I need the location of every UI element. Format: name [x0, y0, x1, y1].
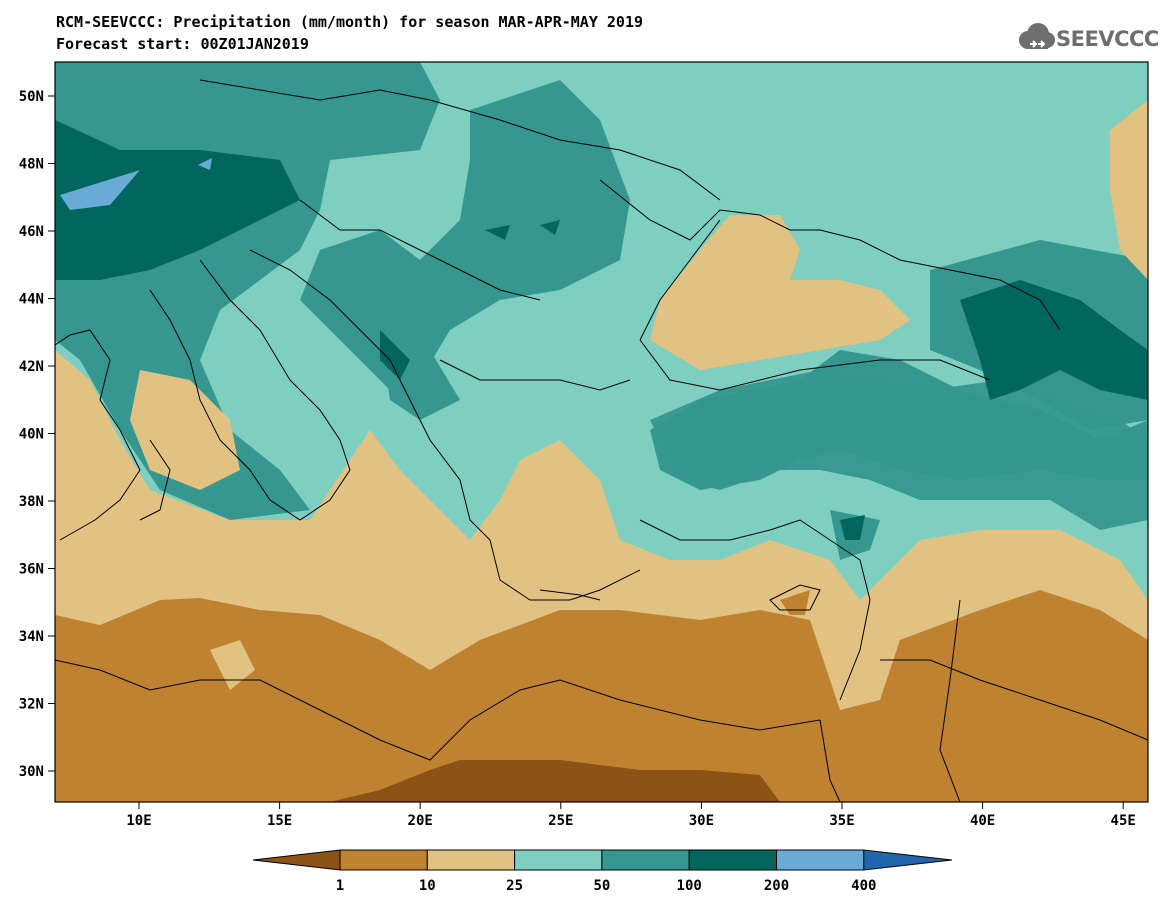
lat-label: 46N — [19, 224, 44, 240]
colorbar-tick-label: 400 — [851, 878, 876, 894]
colorbar-tick-label: 1 — [336, 878, 344, 894]
colorbar-segment — [863, 849, 953, 871]
colorbar-segment — [426, 849, 516, 871]
lon-label: 15E — [267, 813, 292, 829]
lon-label: 20E — [408, 813, 433, 829]
lon-label: 35E — [829, 813, 854, 829]
lat-label: 38N — [19, 494, 44, 510]
forecast-start-subtitle: Forecast start: 00Z01JAN2019 — [56, 35, 309, 53]
lat-label: 34N — [19, 629, 44, 645]
lat-label: 32N — [19, 697, 44, 713]
lat-label: 40N — [19, 427, 44, 443]
lat-label: 50N — [19, 89, 44, 105]
colorbar-tick-label: 10 — [419, 878, 436, 894]
seevccc-logo: SEEVCCC — [1016, 20, 1159, 56]
lat-label: 30N — [19, 764, 44, 780]
lat-label: 36N — [19, 562, 44, 578]
colorbar-tick-label: 200 — [764, 878, 789, 894]
lon-label: 10E — [126, 813, 151, 829]
lon-label: 45E — [1111, 813, 1136, 829]
latitude-axis: 50N 48N 46N 44N 42N 40N 38N 36N 34N 32N 30N — [19, 89, 55, 780]
lon-label: 40E — [970, 813, 995, 829]
lat-label: 44N — [19, 292, 44, 308]
lat-label: 42N — [19, 359, 44, 375]
colorbar-segment — [339, 849, 428, 871]
colorbar: 1 10 25 50 100 200 400 — [252, 849, 953, 894]
lat-label: 48N — [19, 157, 44, 173]
colorbar-tick-label: 25 — [506, 878, 523, 894]
colorbar-segment — [688, 849, 778, 871]
colorbar-tick-label: 100 — [677, 878, 702, 894]
colorbar-segment — [514, 849, 603, 871]
longitude-axis: 10E 15E 20E 25E 30E 35E 40E 45E — [126, 802, 1136, 829]
cloud-icon — [1019, 23, 1055, 49]
lon-label: 25E — [548, 813, 573, 829]
precipitation-field — [55, 62, 1148, 802]
colorbar-segment — [776, 849, 865, 871]
map-frame — [54, 61, 1149, 803]
coastlines — [55, 79, 1148, 802]
lon-label: 30E — [689, 813, 714, 829]
colorbar-tick-label: 50 — [593, 878, 610, 894]
logo-text: SEEVCCC — [1056, 27, 1159, 51]
map-title: RCM-SEEVCCC: Precipitation (mm/month) fo… — [56, 13, 643, 31]
colorbar-segment — [252, 849, 341, 871]
colorbar-segment — [601, 849, 690, 871]
